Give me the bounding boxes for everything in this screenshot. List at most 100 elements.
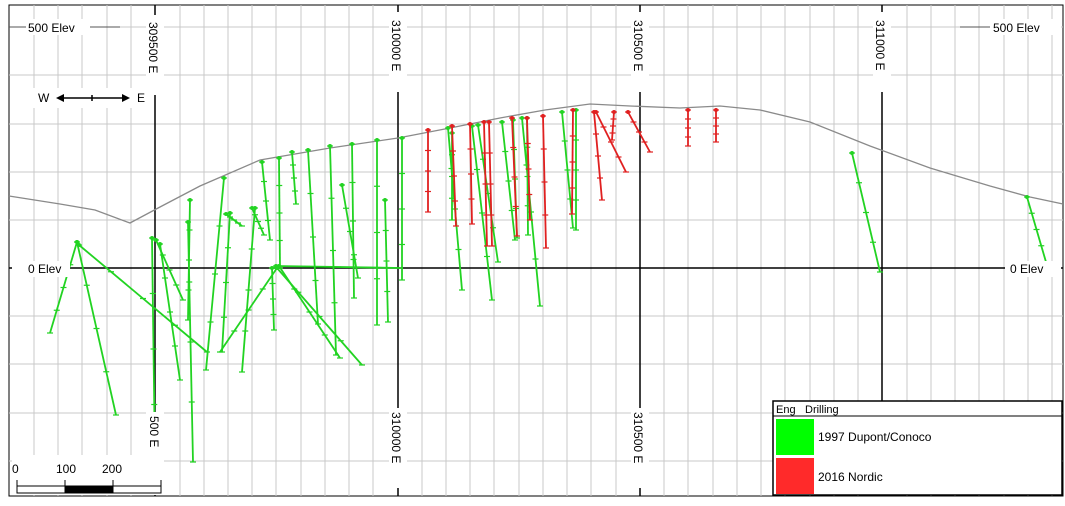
easting-top-310000: 310000 E	[389, 20, 403, 71]
drillhole	[713, 108, 719, 143]
compass-west-label: W	[38, 91, 50, 105]
drillhole-collar	[274, 264, 278, 268]
drillhole	[591, 110, 605, 201]
easting-bottom-309500: 500 E	[147, 416, 161, 447]
legend-col-eng: Eng	[776, 404, 796, 416]
elevation-labels: 500 Elev 500 Elev 0 Elev 0 Elev	[9, 19, 1061, 277]
legend-swatch-1997	[776, 419, 814, 455]
drillhole	[625, 110, 653, 153]
elev-label-500-left: 500 Elev	[28, 21, 75, 35]
drillhole	[509, 116, 520, 237]
drillhole	[269, 266, 277, 331]
drillhole	[849, 151, 883, 273]
drillhole-collar	[525, 116, 529, 120]
drillhole-collar	[290, 150, 294, 154]
compass-arrow: W E	[32, 88, 150, 108]
elev-label-0-left: 0 Elev	[28, 262, 61, 276]
drillhole	[1024, 195, 1049, 263]
drillhole	[449, 124, 459, 227]
drillhole	[425, 128, 431, 213]
drillhole-collar	[446, 126, 450, 130]
drillhole	[249, 206, 267, 236]
drillhole	[374, 138, 380, 326]
drillhole-collar	[250, 206, 254, 210]
scale-tick-100: 100	[56, 462, 76, 476]
elev-label-0-right: 0 Elev	[1010, 262, 1043, 276]
legend-col-drilling: Drilling	[805, 404, 839, 416]
drillhole	[185, 198, 193, 321]
drillhole-collar	[594, 110, 598, 114]
drillhole	[305, 148, 321, 325]
drillhole-collar	[482, 120, 486, 124]
drillhole-collar	[626, 110, 630, 114]
drillhole	[469, 124, 495, 301]
drillhole	[259, 160, 273, 241]
drillhole-collar	[154, 238, 158, 242]
drillhole	[540, 114, 549, 249]
drillhole	[203, 176, 227, 371]
drillhole-collar	[510, 116, 514, 120]
drillhole	[289, 150, 299, 205]
legend-box	[772, 400, 1063, 496]
elev-label-500-right: 500 Elev	[993, 21, 1040, 35]
scale-bar: 0 100 200	[12, 455, 162, 495]
drillhole-collar	[75, 240, 79, 244]
drillhole-collar	[487, 120, 491, 124]
drillhole-collar	[270, 266, 274, 270]
drillhole-collar	[476, 123, 480, 127]
drillhole-collar	[1025, 195, 1029, 199]
drillhole-collar	[500, 120, 504, 124]
arrow-right-icon	[122, 94, 130, 102]
drillhole	[499, 120, 518, 241]
drillhole	[382, 198, 391, 323]
compass-east-label: E	[137, 91, 145, 105]
drillhole-collar	[150, 236, 154, 240]
drillhole	[569, 108, 576, 215]
easting-labels-bottom: 500 E 310000 E 310500 E	[146, 408, 649, 488]
easting-labels-top: 309500 E 310000 E 310500 E 311000 E	[146, 12, 891, 95]
drillhole-collar	[560, 110, 564, 114]
topography-line	[8, 103, 1064, 224]
drillhole-collar	[228, 211, 232, 215]
easting-top-309500: 309500 E	[146, 22, 160, 73]
drillhole-collar	[520, 116, 524, 120]
drillhole	[219, 211, 233, 353]
easting-top-310500: 310500 E	[631, 20, 645, 71]
drillhole	[609, 110, 617, 141]
drillhole	[467, 122, 475, 225]
drillhole	[399, 136, 405, 281]
arrow-left-icon	[56, 94, 64, 102]
scale-tick-200: 200	[102, 462, 122, 476]
legend: Eng Drilling 1997 Dupont/Conoco 2016 Nor…	[772, 400, 1063, 496]
drillhole-collar	[571, 108, 575, 112]
drillhole-collar	[468, 122, 472, 126]
drillhole-collar	[306, 148, 310, 152]
drillhole	[593, 110, 629, 173]
drillhole-collar	[222, 176, 226, 180]
drillhole	[276, 156, 283, 269]
drillhole-collar	[612, 110, 616, 114]
drillhole-collar	[158, 242, 162, 246]
easting-bottom-310500: 310500 E	[631, 412, 645, 463]
drillhole	[273, 264, 403, 269]
drillholes	[47, 108, 1049, 463]
drillhole	[573, 108, 579, 231]
easting-top-311000: 311000 E	[873, 20, 887, 71]
drillhole-collar	[686, 108, 690, 112]
legend-label-1997: 1997 Dupont/Conoco	[818, 430, 932, 444]
drillhole	[74, 240, 119, 416]
drillhole	[486, 120, 495, 247]
drillhole	[327, 144, 339, 356]
drillhole-collar	[277, 156, 281, 160]
drillhole	[524, 116, 533, 221]
drillhole-collar	[77, 243, 81, 247]
drillhole-collar	[400, 136, 404, 140]
drillhole-collar	[383, 198, 387, 202]
drillhole-collar	[350, 142, 354, 146]
legend-label-2016: 2016 Nordic	[818, 470, 883, 484]
drillhole	[349, 142, 357, 299]
drillhole	[239, 206, 258, 373]
drillhole	[339, 183, 361, 279]
